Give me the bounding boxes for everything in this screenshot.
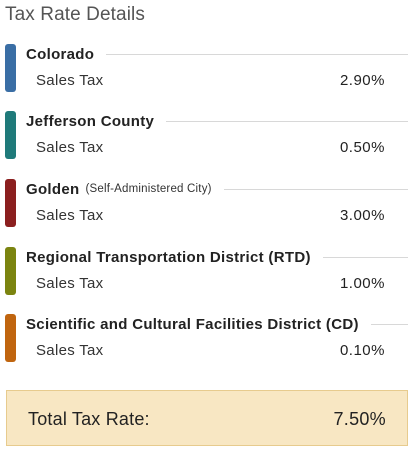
jurisdiction-jefferson-county: Jefferson County Sales Tax 0.50%: [0, 111, 414, 159]
jurisdiction-rtd: Regional Transportation District (RTD) S…: [0, 247, 414, 295]
jurisdiction-header: Regional Transportation District (RTD): [26, 247, 408, 267]
divider: [166, 120, 408, 122]
tax-type-label: Sales Tax: [36, 72, 104, 89]
jurisdiction-color-bar: [5, 44, 16, 92]
divider: [106, 53, 408, 55]
jurisdiction-header: Colorado: [26, 44, 408, 64]
page-title: Tax Rate Details: [5, 4, 145, 25]
tax-rate-value: 0.10%: [339, 342, 385, 359]
total-tax-rate-label: Total Tax Rate:: [28, 409, 150, 429]
total-tax-rate-box: Total Tax Rate: 7.50%: [6, 390, 408, 446]
jurisdiction-name: Jefferson County: [26, 112, 155, 130]
tax-type-label: Sales Tax: [36, 207, 104, 224]
jurisdiction-color-bar: [5, 111, 16, 159]
jurisdiction-suffix: (Self-Administered City): [85, 183, 212, 195]
jurisdiction-golden: Golden (Self-Administered City) Sales Ta…: [0, 179, 414, 227]
jurisdiction-color-bar: [5, 179, 16, 227]
total-tax-rate-value: 7.50%: [333, 409, 386, 429]
tax-rate-value: 0.50%: [339, 139, 385, 156]
jurisdiction-colorado: Colorado Sales Tax 2.90%: [0, 44, 414, 92]
tax-rate-value: 2.90%: [339, 72, 385, 89]
jurisdiction-header: Golden (Self-Administered City): [26, 179, 408, 199]
tax-type-label: Sales Tax: [36, 275, 104, 292]
jurisdiction-header: Jefferson County: [26, 111, 408, 131]
tax-rate-value: 3.00%: [339, 207, 385, 224]
tax-type-label: Sales Tax: [36, 342, 104, 359]
tax-type-label: Sales Tax: [36, 139, 104, 156]
divider: [223, 188, 408, 190]
jurisdiction-color-bar: [5, 247, 16, 295]
jurisdiction-color-bar: [5, 314, 16, 362]
jurisdiction-name: Colorado: [26, 45, 95, 63]
jurisdiction-header: Scientific and Cultural Facilities Distr…: [26, 314, 408, 334]
divider: [322, 256, 408, 258]
jurisdiction-scfd: Scientific and Cultural Facilities Distr…: [0, 314, 414, 362]
divider: [370, 323, 408, 325]
jurisdiction-name: Scientific and Cultural Facilities Distr…: [26, 315, 359, 333]
jurisdiction-name: Golden: [26, 180, 80, 198]
jurisdiction-name: Regional Transportation District (RTD): [26, 248, 311, 266]
tax-rate-value: 1.00%: [339, 275, 385, 292]
